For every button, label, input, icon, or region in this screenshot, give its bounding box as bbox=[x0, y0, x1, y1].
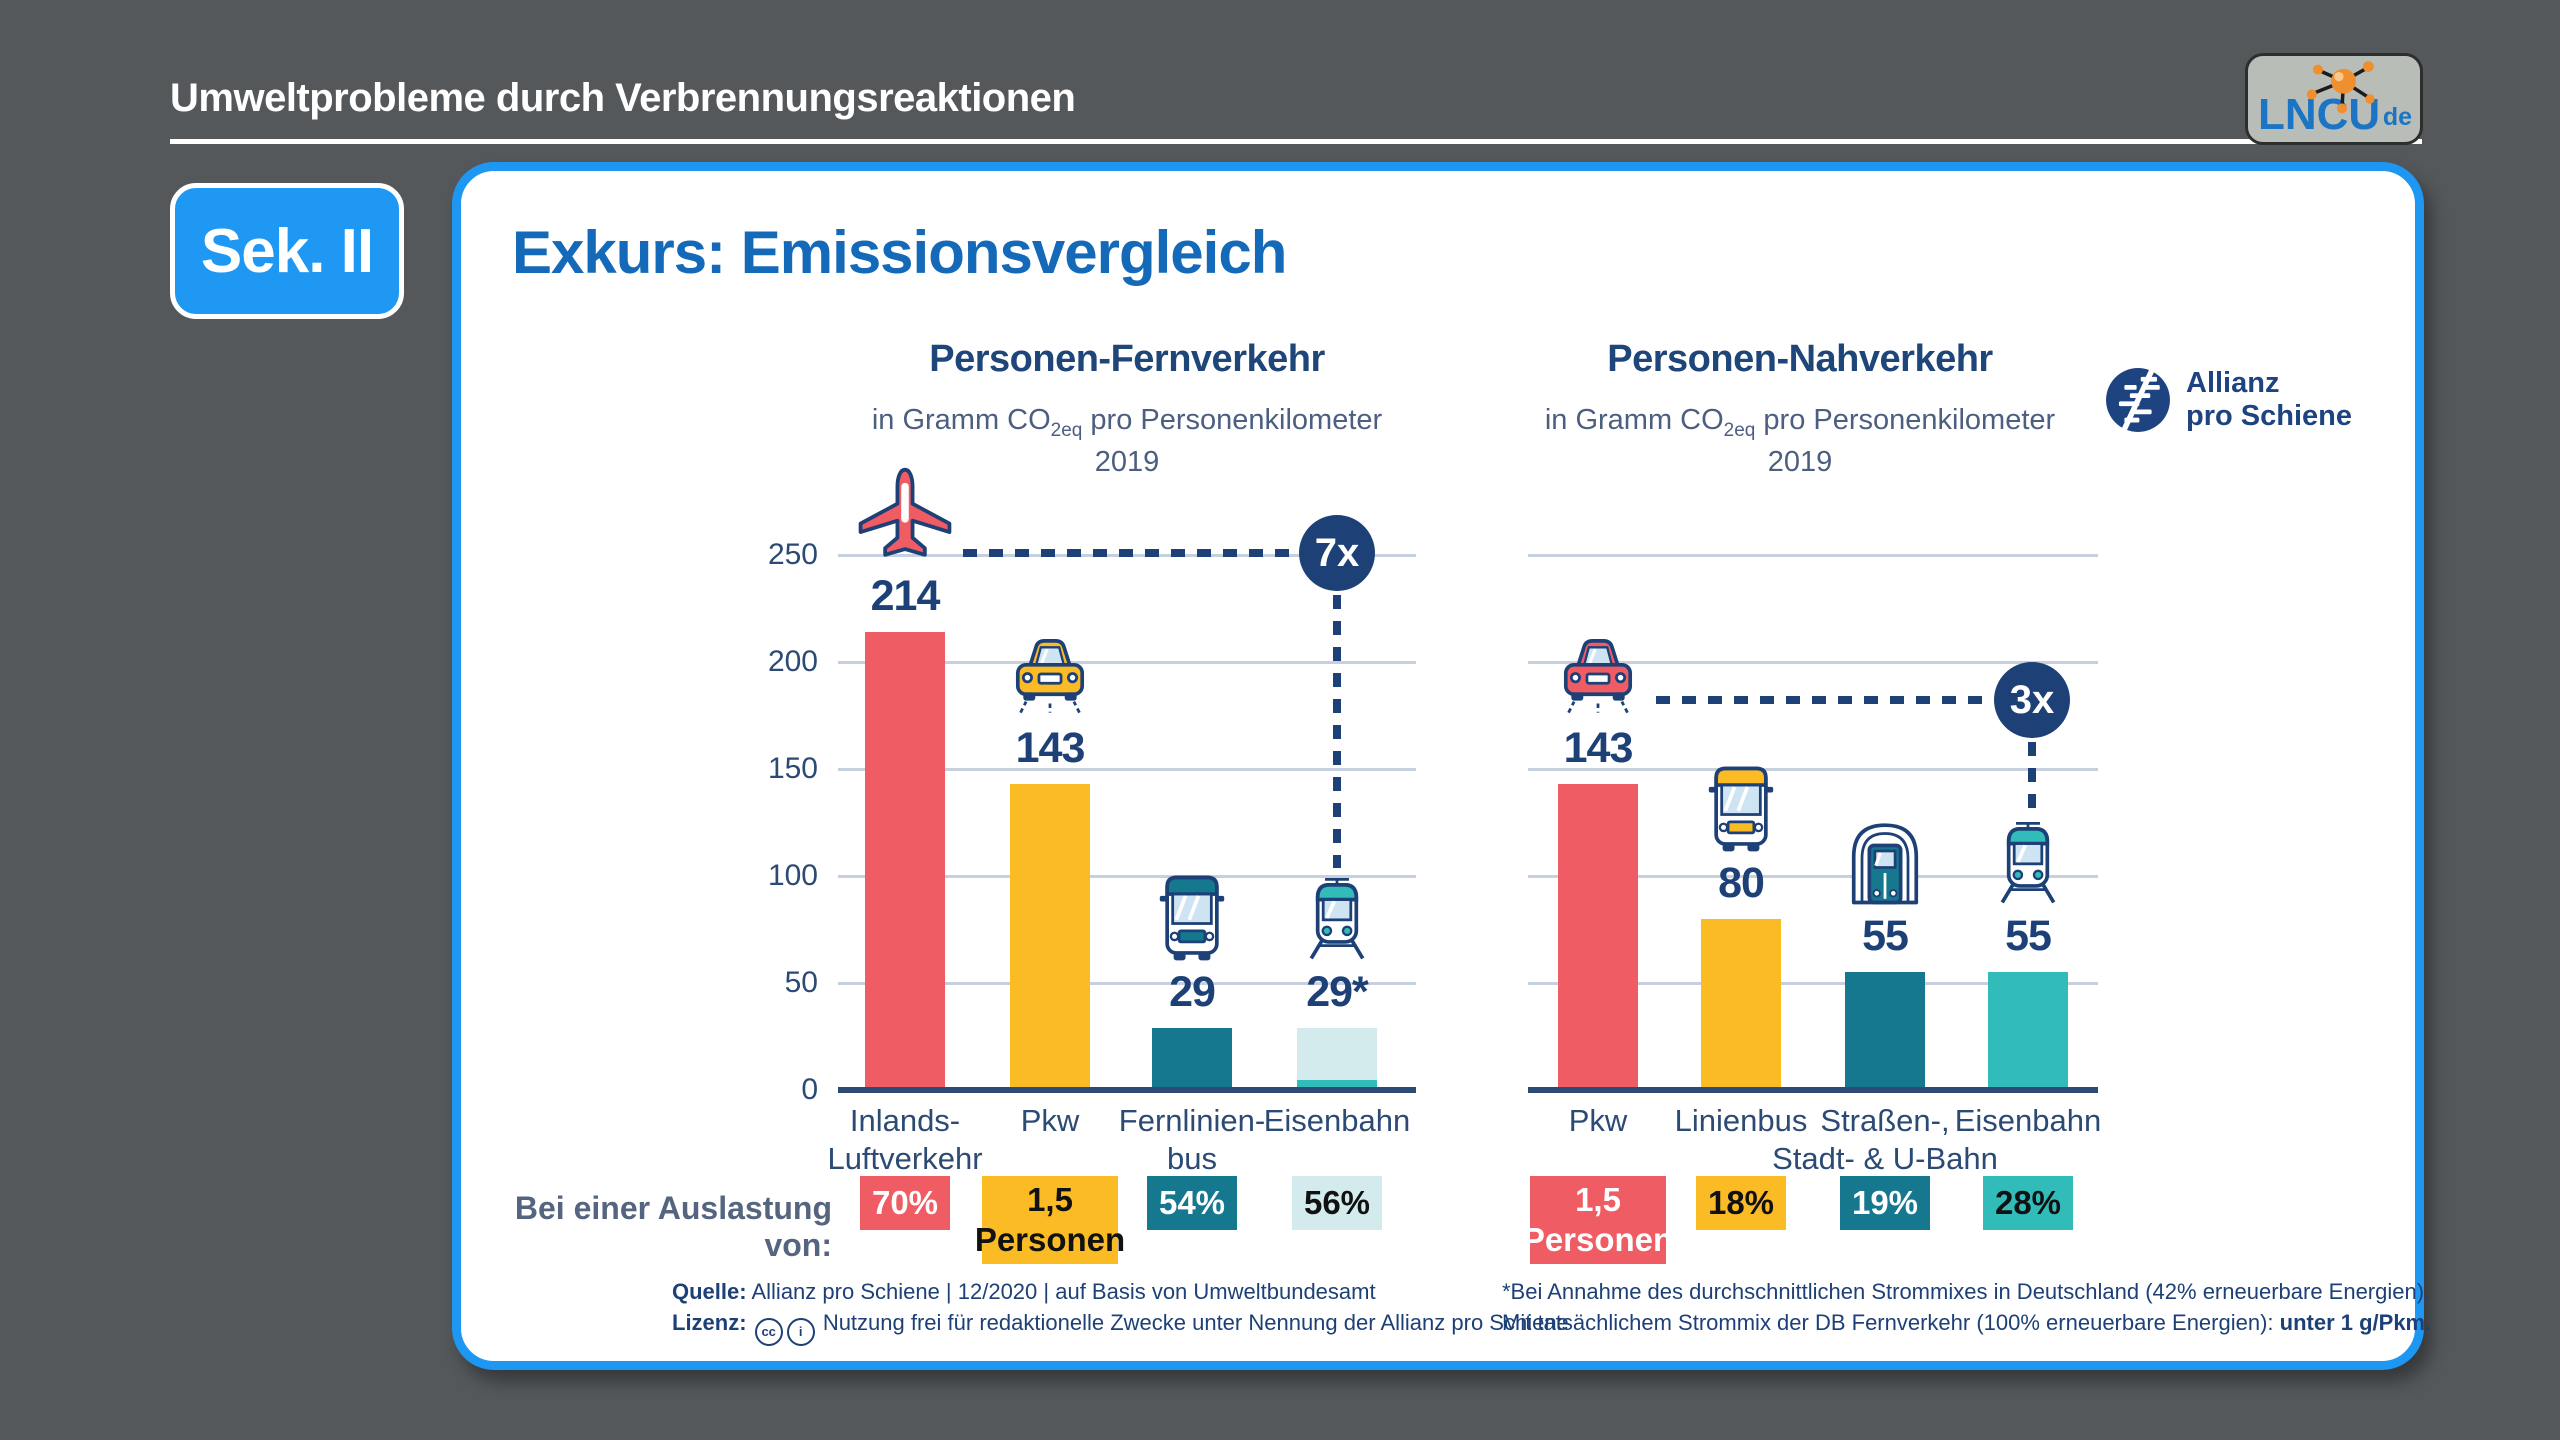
multiplier-badge: 7x bbox=[1299, 515, 1375, 591]
multiplier-dash-vertical bbox=[2028, 742, 2036, 812]
chart-subtitle: in Gramm CO2eq pro Personenkilometer bbox=[871, 404, 1383, 441]
bar-Fernlinienbus bbox=[1152, 1028, 1232, 1090]
occupancy-row-label: Bei einer Auslastung von: bbox=[514, 1190, 832, 1263]
occupancy-badge: 54% bbox=[1147, 1176, 1237, 1230]
page-title: Umweltprobleme durch Verbrennungsreaktio… bbox=[170, 76, 1076, 120]
footnote-line1: *Bei Annahme des durchschnittlichen Stro… bbox=[1502, 1279, 2431, 1304]
bar-value-label: 143 bbox=[1015, 724, 1086, 772]
bar-value-label: 55 bbox=[1862, 912, 1909, 960]
license-line: Lizenz: cc i Nutzung frei für redaktionel… bbox=[672, 1307, 1569, 1346]
gridline bbox=[1528, 661, 2098, 664]
x-axis-line bbox=[838, 1087, 1416, 1093]
source-label: Quelle: bbox=[672, 1279, 747, 1304]
bar-Eisenbahn bbox=[1988, 972, 2068, 1090]
multiplier-dash-vertical bbox=[1333, 595, 1341, 868]
x-axis-category-label: Eisenbahn bbox=[1954, 1103, 2102, 1138]
brand-text: Allianz pro Schiene bbox=[2186, 367, 2352, 433]
license-label: Lizenz: bbox=[672, 1310, 747, 1335]
occupancy-badge: 1,5 Personen bbox=[975, 1176, 1125, 1264]
airplane-icon bbox=[853, 464, 957, 568]
chart-year: 2019 bbox=[1094, 446, 1160, 478]
y-axis-tick-label: 250 bbox=[767, 538, 818, 571]
bar-Eisenbahn bbox=[1297, 1028, 1377, 1090]
bar-value-label: 214 bbox=[870, 572, 941, 620]
occupancy-badge: 28% bbox=[1983, 1176, 2073, 1230]
header-underline bbox=[170, 139, 2422, 144]
cc-icon: cc bbox=[754, 1317, 783, 1346]
by-icon: i bbox=[786, 1317, 815, 1346]
bar-base-strip bbox=[1297, 1080, 1377, 1090]
slide-title: Exkurs: Emissionsvergleich bbox=[512, 219, 1287, 286]
train-icon bbox=[1982, 816, 2074, 908]
lncu-logo: LNCU de bbox=[2245, 53, 2423, 145]
occupancy-badge: 70% bbox=[860, 1176, 950, 1230]
bar-Pkw bbox=[1558, 784, 1638, 1090]
occupancy-badge: 19% bbox=[1840, 1176, 1930, 1230]
allianz-pro-schiene-logo: Allianz pro Schiene bbox=[2104, 366, 2352, 434]
bar-value-label: 55 bbox=[2005, 912, 2052, 960]
bus-icon bbox=[1695, 763, 1787, 855]
bar-Straßen-, Stadt- & U-Bahn bbox=[1845, 972, 1925, 1090]
y-axis-tick-label: 100 bbox=[767, 859, 818, 892]
x-axis-category-label: Linienbus bbox=[1674, 1103, 1808, 1138]
license-text: Nutzung frei für redaktionelle Zwecke un… bbox=[822, 1310, 1569, 1335]
railway-icon bbox=[2106, 366, 2170, 434]
infographic-card bbox=[452, 162, 2424, 1370]
gridline bbox=[838, 768, 1416, 771]
bar-value-label: 143 bbox=[1563, 724, 1634, 772]
bar-Linienbus bbox=[1701, 919, 1781, 1090]
brand-line2: pro Schiene bbox=[2186, 400, 2352, 432]
occupancy-badge: 1,5 Personen bbox=[1523, 1176, 1673, 1264]
gridline bbox=[838, 982, 1416, 985]
gridline bbox=[1528, 554, 2098, 557]
gridline bbox=[838, 661, 1416, 664]
lncu-logo-tld: de bbox=[2382, 103, 2412, 131]
x-axis-category-label: Eisenbahn bbox=[1263, 1103, 1411, 1138]
multiplier-dash-horizontal bbox=[1656, 696, 1988, 704]
bar-Inlands-Luftverkehr bbox=[865, 632, 945, 1090]
source-line: Quelle: Allianz pro Schiene | 12/2020 | … bbox=[672, 1276, 1569, 1307]
gridline bbox=[838, 875, 1416, 878]
car-icon bbox=[1552, 628, 1644, 720]
metro-icon bbox=[1839, 816, 1931, 908]
multiplier-badge: 3x bbox=[1994, 662, 2070, 738]
y-axis-tick-label: 150 bbox=[767, 752, 818, 785]
footnote-line2: Mit tatsächlichem Strommix der DB Fernve… bbox=[1502, 1310, 2432, 1335]
x-axis-category-label: Inlands- Luftverkehr bbox=[827, 1103, 983, 1176]
source-block: Quelle: Allianz pro Schiene | 12/2020 | … bbox=[672, 1276, 1569, 1346]
gridline bbox=[1528, 768, 2098, 771]
occupancy-badge: 56% bbox=[1292, 1176, 1382, 1230]
chart-year: 2019 bbox=[1767, 446, 1833, 478]
bus-icon bbox=[1146, 872, 1238, 964]
gridline bbox=[1528, 875, 2098, 878]
lncu-logo-text: LNCU bbox=[2258, 90, 2381, 139]
x-axis-category-label: Straßen-, Stadt- & U-Bahn bbox=[1772, 1103, 1998, 1176]
car-icon bbox=[1004, 628, 1096, 720]
y-axis-tick-label: 0 bbox=[801, 1073, 818, 1106]
y-axis-tick-label: 50 bbox=[784, 966, 818, 999]
gridline bbox=[1528, 982, 2098, 985]
chart-title: Personen-Nahverkehr bbox=[1607, 338, 1993, 380]
source-text: Allianz pro Schiene | 12/2020 | auf Basi… bbox=[751, 1279, 1376, 1304]
train-icon bbox=[1291, 872, 1383, 964]
bar-value-label: 29 bbox=[1169, 968, 1216, 1016]
chart-subtitle: in Gramm CO2eq pro Personenkilometer bbox=[1544, 404, 2056, 441]
level-badge: Sek. II bbox=[170, 183, 404, 319]
x-axis-category-label: Fernlinien-bus bbox=[1118, 1103, 1266, 1176]
occupancy-badge: 18% bbox=[1696, 1176, 1786, 1230]
multiplier-dash-horizontal bbox=[963, 549, 1293, 557]
bar-value-label: 80 bbox=[1718, 859, 1765, 907]
y-axis-tick-label: 200 bbox=[767, 645, 818, 678]
x-axis-category-label: Pkw bbox=[1020, 1103, 1080, 1138]
bar-value-label: 29* bbox=[1306, 968, 1369, 1016]
bar-Pkw bbox=[1010, 784, 1090, 1090]
brand-line1: Allianz bbox=[2186, 367, 2280, 399]
x-axis-category-label: Pkw bbox=[1568, 1103, 1628, 1138]
chart-title: Personen-Fernverkehr bbox=[929, 338, 1325, 380]
x-axis-line bbox=[1528, 1087, 2098, 1093]
footnote-block: *Bei Annahme des durchschnittlichen Stro… bbox=[1502, 1276, 2431, 1338]
molecule-icon bbox=[2306, 61, 2375, 114]
